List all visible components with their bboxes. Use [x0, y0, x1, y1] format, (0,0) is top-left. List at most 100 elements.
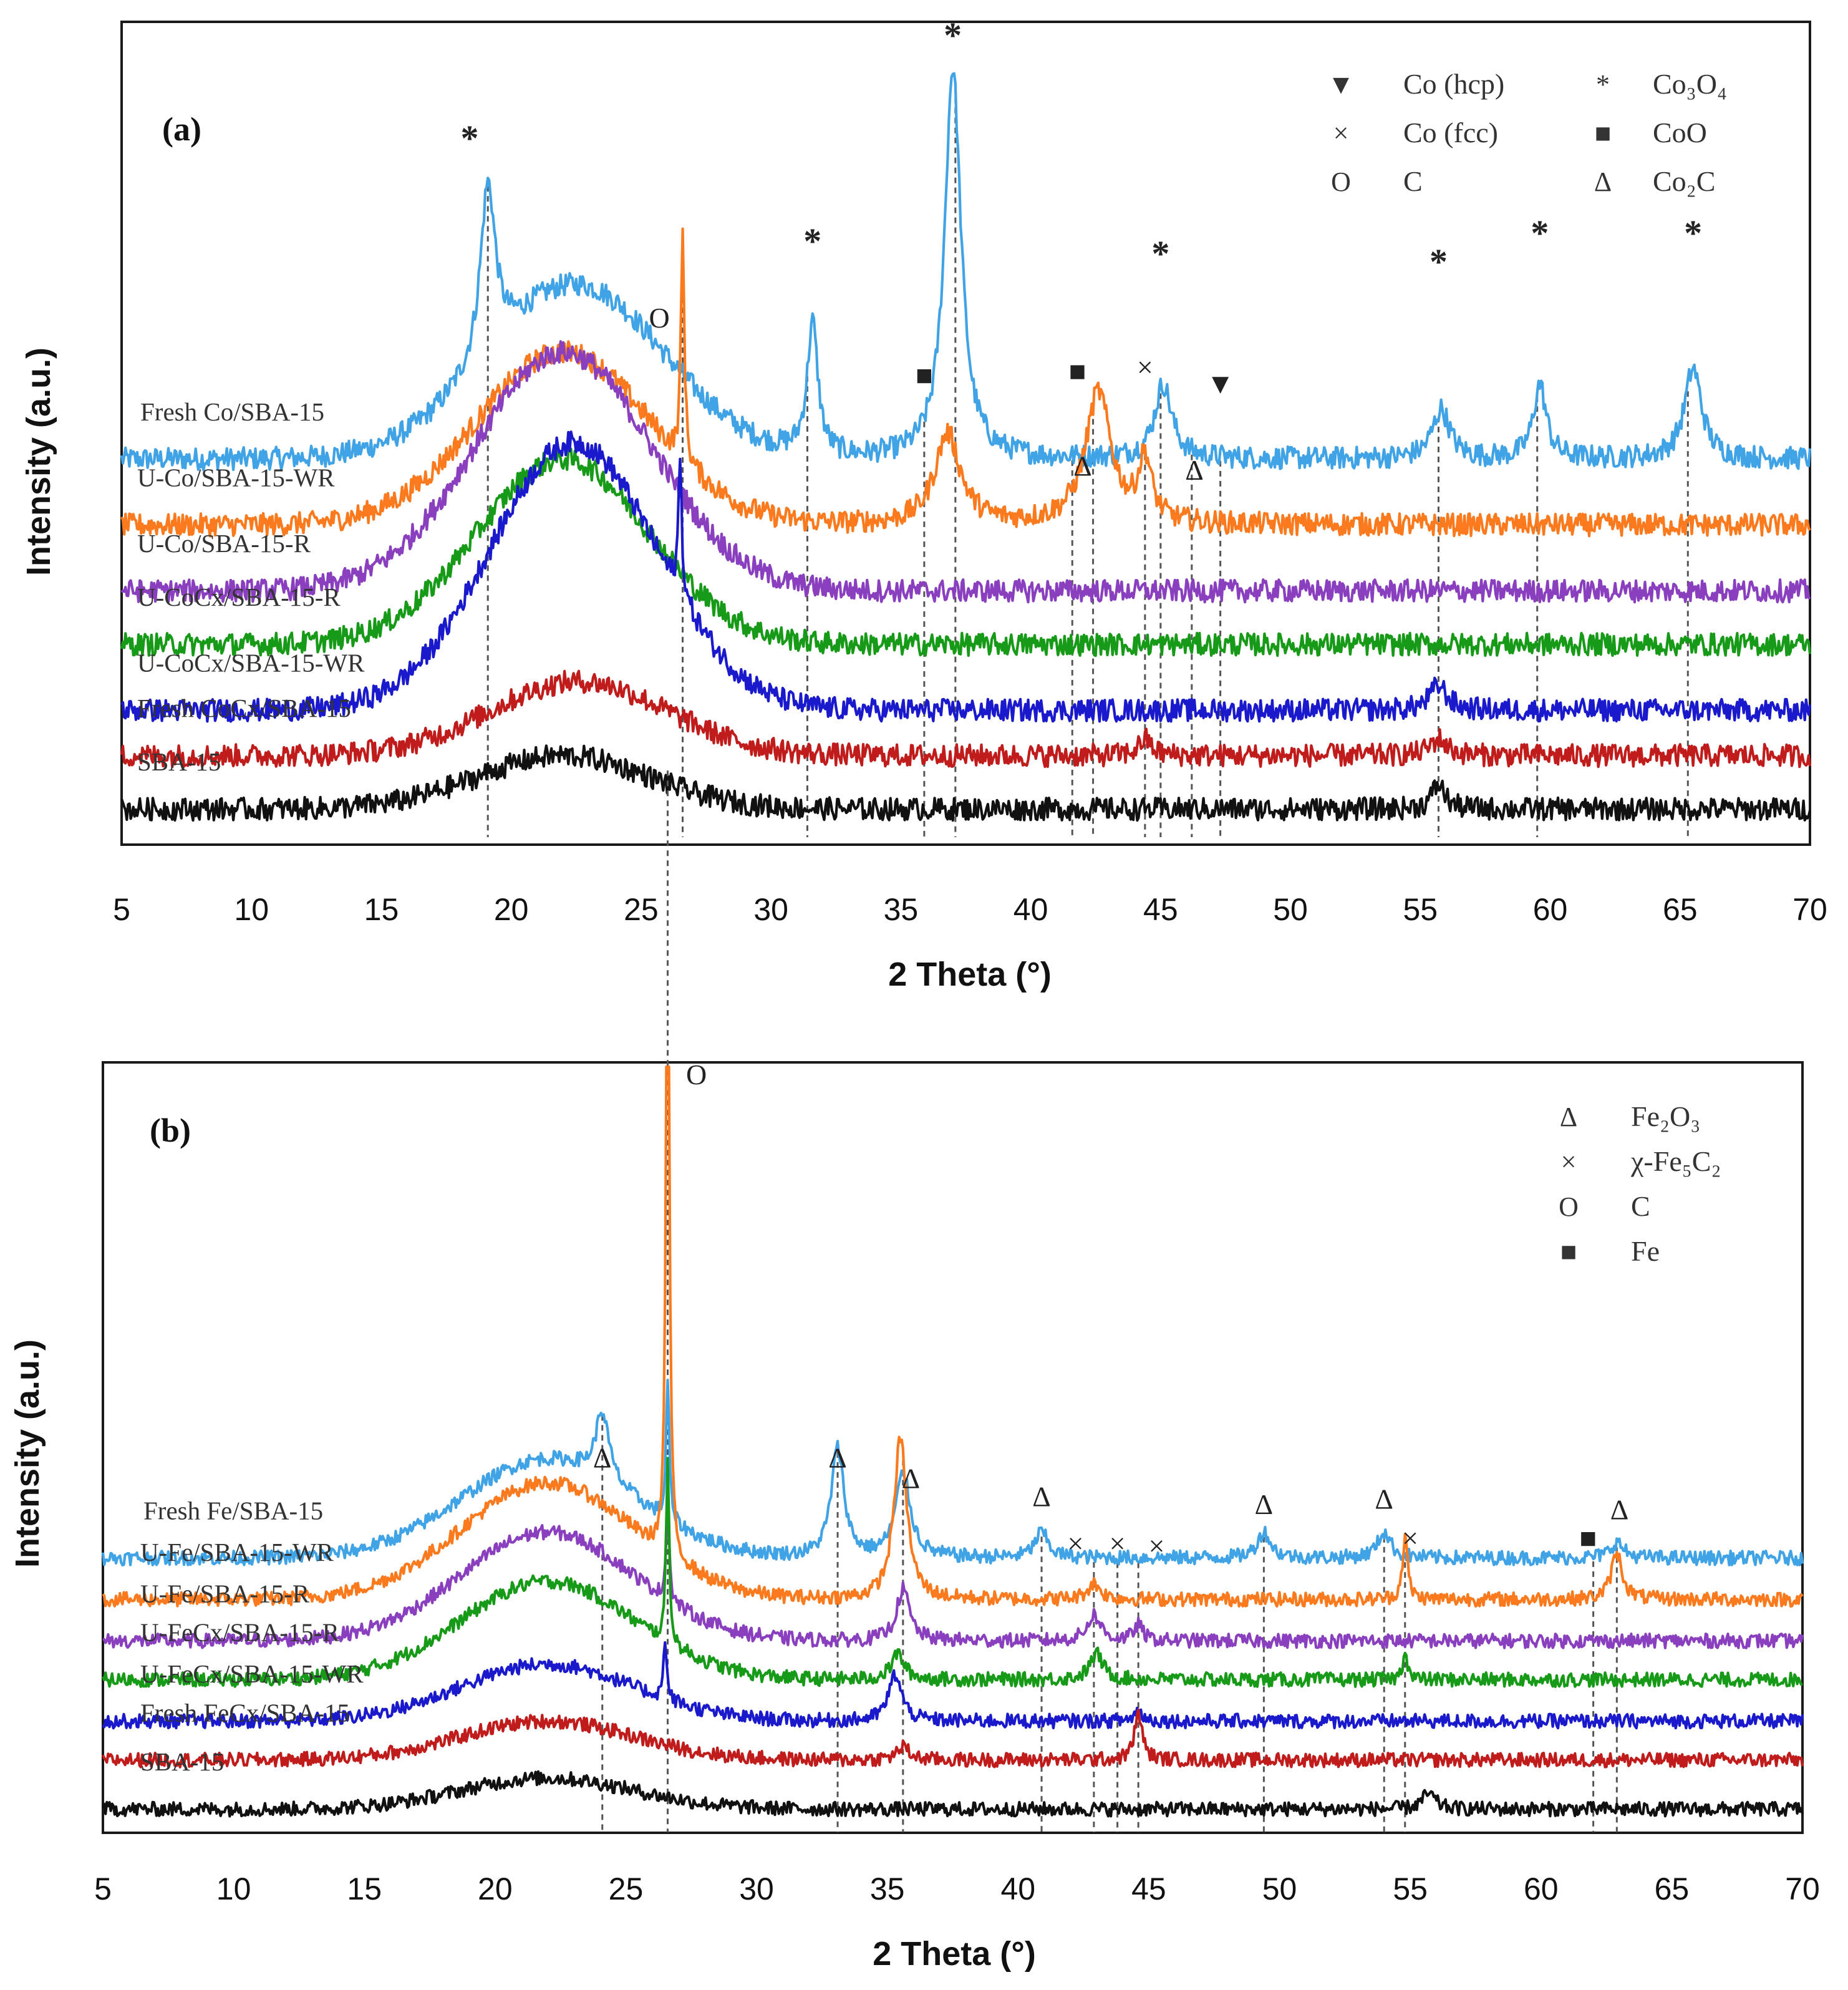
peak-marker-b: Δ — [902, 1463, 921, 1495]
peak-marker-b: × — [1068, 1527, 1084, 1559]
trace-u-fecx-sba-15-r — [102, 1457, 1803, 1688]
peak-marker-a: Δ — [1185, 454, 1204, 486]
x-tick-label-b: 15 — [347, 1871, 382, 1906]
peak-marker-a: * — [1531, 213, 1549, 253]
legend-symbol-a: × — [1333, 118, 1349, 148]
legend-symbol-a: ■ — [1595, 118, 1612, 148]
legend-label-b: χ-Fe₅C₂ — [1630, 1145, 1721, 1177]
peak-marker-a: O — [649, 302, 669, 334]
x-tick-label-b: 25 — [609, 1871, 644, 1906]
peak-marker-a: * — [461, 118, 479, 158]
series-label-u-cocx-sba-15-r: U-CoCx/SBA-15-R — [137, 583, 341, 611]
trace-fresh-fecx-sba-15 — [102, 1708, 1804, 1769]
x-tick-label-a: 20 — [494, 892, 529, 927]
trace-u-cocx-sba-15-wr — [120, 430, 1812, 723]
x-tick-label-a: 35 — [884, 892, 919, 927]
series-label-u-fe-sba-15-wr: U-Fe/SBA-15-WR — [140, 1538, 334, 1566]
x-axis-title-a: 2 Theta (°) — [888, 956, 1052, 993]
reference-lines-b — [601, 770, 1618, 1832]
x-tick-label-a: 10 — [234, 892, 269, 927]
x-tick-label-a: 40 — [1013, 892, 1048, 927]
x-tick-label-b: 60 — [1524, 1871, 1559, 1906]
x-axis-title-b: 2 Theta (°) — [873, 1935, 1036, 1973]
series-label-u-fecx-sba-15-wr: U-FeCx/SBA-15-WR — [140, 1659, 364, 1688]
x-tick-label-b: 65 — [1655, 1871, 1690, 1906]
legend-symbol-b: O — [1559, 1192, 1579, 1222]
legend-label-a: Co (hcp) — [1403, 68, 1504, 100]
trace-fresh-fe-sba-15 — [101, 1379, 1804, 1566]
peak-marker-b: Δ — [1375, 1483, 1393, 1515]
x-tick-label-a: 5 — [113, 892, 130, 927]
x-tick-label-b: 10 — [216, 1871, 251, 1906]
peak-markers-b: O Δ Δ Δ Δ Δ Δ Δ × × × × ■ — [593, 1059, 1628, 1561]
peak-marker-a: ▼ — [1206, 367, 1235, 399]
x-tick-label-b: 20 — [478, 1871, 513, 1906]
legend-symbol-a: O — [1331, 167, 1351, 197]
x-tick-label-b: 35 — [870, 1871, 905, 1906]
plot-frame-a — [120, 21, 1811, 846]
peak-marker-a: ■ — [916, 359, 933, 391]
panel-a: (a) Fresh Co/SBA-15 U-Co/SBA-15-WR U-Co/SB… — [20, 15, 1827, 993]
x-tick-label-a: 60 — [1533, 892, 1568, 927]
legend-symbol-a: Δ — [1594, 167, 1612, 197]
legend-label-b: Fe — [1631, 1235, 1660, 1267]
trace-fresh-co-sba-15 — [120, 72, 1812, 472]
peak-marker-b: × — [1149, 1530, 1165, 1561]
panel-label-b: (b) — [150, 1112, 191, 1149]
x-tick-label-b: 50 — [1262, 1871, 1297, 1906]
legend-symbol-b: Δ — [1560, 1102, 1577, 1132]
x-tick-label-a: 30 — [753, 892, 788, 927]
peak-marker-a: × — [1137, 351, 1153, 383]
legend-b: Δ Fe₂O₃ × χ-Fe₅C₂ O C ■ Fe — [1559, 1100, 1721, 1267]
legend-symbol-a: ▼ — [1327, 69, 1355, 100]
peak-marker-a: * — [944, 15, 962, 56]
peak-marker-b: Δ — [1255, 1488, 1274, 1520]
series-label-fresh-fe-sba-15: Fresh Fe/SBA-15 — [143, 1497, 323, 1525]
x-tick-labels-b: 5 10 15 20 25 30 35 40 45 50 55 60 65 70 — [94, 1871, 1820, 1906]
legend-symbol-a: * — [1596, 69, 1610, 100]
peak-marker-b: Δ — [1610, 1493, 1629, 1525]
plot-frame-b — [102, 1061, 1804, 1834]
trace-u-fecx-sba-15-wr — [102, 1641, 1804, 1730]
series-label-fresh-co-sba-15: Fresh Co/SBA-15 — [140, 397, 324, 426]
legend-label-a: C — [1403, 165, 1423, 197]
legend-symbol-b: × — [1561, 1147, 1577, 1177]
legend-symbol-b: ■ — [1560, 1236, 1577, 1267]
x-tick-label-b: 55 — [1393, 1871, 1428, 1906]
trace-u-co-sba-15-r — [120, 340, 1811, 604]
peak-marker-a: * — [1684, 213, 1702, 253]
panel-label-a: (a) — [162, 110, 201, 148]
peak-marker-b: Δ — [1032, 1481, 1051, 1513]
peak-marker-b: O — [686, 1059, 707, 1090]
peak-marker-a: * — [1430, 241, 1448, 282]
x-tick-label-b: 30 — [739, 1871, 774, 1906]
series-label-u-cocx-sba-15-wr: U-CoCx/SBA-15-WR — [137, 649, 365, 677]
series-label-u-co-sba-15-wr: U-Co/SBA-15-WR — [137, 464, 335, 492]
trace-u-co-sba-15-wr — [120, 227, 1811, 538]
series-label-sba-15: SBA-15 — [140, 1747, 224, 1776]
x-tick-label-a: 45 — [1143, 892, 1178, 927]
peak-marker-b: ■ — [1579, 1522, 1597, 1554]
series-label-u-fe-sba-15-r: U-Fe/SBA-15-R — [140, 1579, 310, 1608]
traces-b — [101, 1065, 1804, 1818]
x-tick-label-b: 40 — [1000, 1871, 1035, 1906]
series-label-fresh-fecx-sba-15: Fresh FeCx/SBA-15 — [140, 1698, 350, 1727]
legend-label-a: Co₂C — [1653, 165, 1715, 197]
legend-label-a: Co (fcc) — [1403, 117, 1498, 148]
legend-label-b: Fe₂O₃ — [1631, 1100, 1700, 1132]
peak-marker-b: Δ — [828, 1442, 847, 1473]
trace-sba-15 — [120, 744, 1812, 822]
panel-b: (b) Fresh Fe/SBA-15 U-Fe/SBA-15-WR U-Fe/SB… — [9, 770, 1820, 1973]
x-tick-label-b: 45 — [1131, 1871, 1166, 1906]
peak-marker-b: × — [1402, 1522, 1418, 1554]
series-label-u-fecx-sba-15-r: U-FeCx/SBA-15-R — [140, 1618, 340, 1647]
trace-u-cocx-sba-15-r — [120, 447, 1812, 658]
trace-sba-15 — [101, 1770, 1804, 1818]
trace-u-fe-sba-15-wr — [102, 1065, 1804, 1608]
x-tick-label-a: 70 — [1792, 892, 1827, 927]
legend-label-a: CoO — [1653, 117, 1707, 148]
y-axis-title-b: Intensity (a.u.) — [9, 1339, 46, 1568]
legend-label-b: C — [1631, 1190, 1650, 1222]
x-tick-label-a: 55 — [1403, 892, 1438, 927]
